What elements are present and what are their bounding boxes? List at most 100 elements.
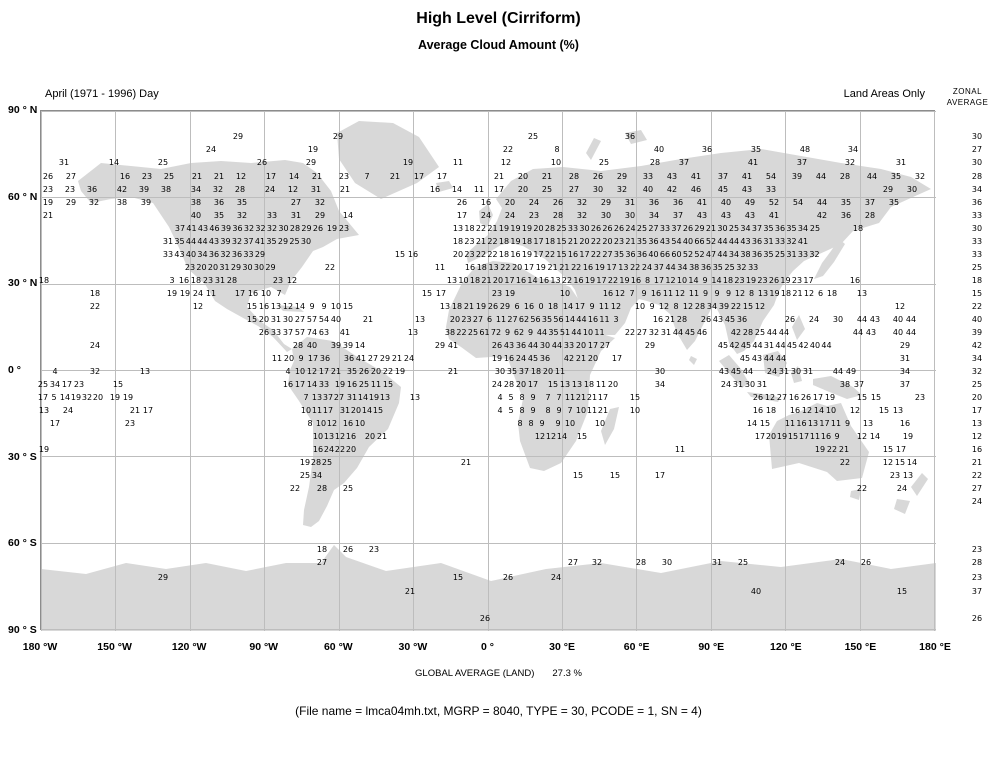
lon-axis-label: 30 °W bbox=[398, 641, 428, 653]
landmass-new-guinea bbox=[813, 376, 862, 399]
grid-line bbox=[41, 197, 936, 199]
global-average-value: 27.3 % bbox=[552, 668, 582, 679]
zonal-average-value: 39 bbox=[971, 328, 983, 337]
zonal-header-line1: ZONAL bbox=[952, 87, 983, 96]
region-label: Land Areas Only bbox=[843, 88, 925, 100]
global-average-label: GLOBAL AVERAGE (LAND) bbox=[415, 668, 535, 679]
zonal-average-value: 23 bbox=[971, 573, 983, 582]
grid-line bbox=[41, 283, 936, 285]
landmass-svalbard bbox=[625, 130, 647, 144]
zonal-average-value: 18 bbox=[971, 276, 983, 285]
lon-axis-label: 0 ° bbox=[481, 641, 494, 653]
landmass-greenland bbox=[337, 121, 439, 199]
lat-axis-label: 60 ° S bbox=[8, 537, 37, 550]
lat-axis-label: 30 ° N bbox=[8, 277, 38, 290]
world-map bbox=[41, 121, 936, 631]
grid-line bbox=[561, 111, 563, 631]
zonal-average-value: 17 bbox=[971, 406, 983, 415]
landmass-north-america bbox=[78, 160, 359, 352]
landmass-tasmania bbox=[850, 489, 861, 500]
landmass-iceland bbox=[436, 181, 453, 192]
zonal-header-line2: AVERAGE bbox=[946, 98, 989, 107]
grid-line bbox=[41, 111, 936, 112]
grid-line bbox=[41, 542, 936, 544]
zonal-average-value: 22 bbox=[971, 302, 983, 311]
grid-line bbox=[413, 111, 415, 631]
lon-axis-label: 90 °E bbox=[698, 641, 725, 653]
zonal-average-value: 30 bbox=[971, 132, 983, 141]
zonal-average-value: 30 bbox=[971, 224, 983, 233]
grid-line bbox=[859, 111, 861, 631]
zonal-average-header: ZONAL AVERAGE bbox=[938, 86, 997, 108]
map-chart-area bbox=[40, 110, 936, 631]
zonal-average-value: 13 bbox=[971, 419, 983, 428]
landmass-sumatra bbox=[719, 355, 749, 388]
grid-line bbox=[636, 111, 638, 631]
landmass-australia bbox=[769, 403, 869, 481]
zonal-average-value: 40 bbox=[971, 315, 983, 324]
zonal-average-value: 16 bbox=[971, 445, 983, 454]
page-title: High Level (Cirriform) bbox=[416, 10, 581, 27]
landmass-philippines bbox=[792, 315, 805, 340]
zonal-average-value: 28 bbox=[971, 172, 983, 181]
lon-axis-label: 120 °E bbox=[770, 641, 802, 653]
zonal-average-value: 34 bbox=[971, 185, 983, 194]
lon-axis-label: 30 °E bbox=[549, 641, 575, 653]
grid-line bbox=[785, 111, 787, 631]
zonal-average-value: 34 bbox=[971, 354, 983, 363]
grid-line bbox=[338, 111, 340, 631]
grid-line bbox=[710, 111, 712, 631]
lat-axis-label: 30 ° S bbox=[8, 450, 37, 463]
landmass-sulawesi bbox=[791, 366, 802, 383]
lon-axis-label: 180 °W bbox=[22, 641, 58, 653]
zonal-average-value: 42 bbox=[971, 341, 983, 350]
landmass-madagascar bbox=[601, 407, 619, 445]
lon-axis-label: 120 °W bbox=[171, 641, 207, 653]
zonal-average-value: 27 bbox=[971, 145, 983, 154]
zonal-average-value: 36 bbox=[971, 198, 983, 207]
zonal-average-value: 25 bbox=[971, 263, 983, 272]
zonal-average-value: 26 bbox=[971, 614, 983, 623]
page-subtitle: Average Cloud Amount (%) bbox=[418, 38, 579, 52]
lon-axis-label: 150 °E bbox=[844, 641, 877, 653]
zonal-average-value: 15 bbox=[971, 289, 983, 298]
lon-axis-label: 180 °E bbox=[919, 641, 951, 653]
landmass-uk bbox=[479, 204, 493, 227]
grid-line bbox=[41, 111, 42, 631]
grid-line bbox=[41, 629, 936, 630]
landmass-eurasia bbox=[466, 149, 931, 354]
landmass-japan bbox=[814, 239, 845, 279]
lon-axis-label: 150 °W bbox=[97, 641, 132, 653]
landmass-novaya-zemlya bbox=[586, 138, 601, 160]
global-average-line: GLOBAL AVERAGE (LAND) 27.3 % bbox=[0, 668, 997, 679]
period-label: April (1971 - 1996) Day bbox=[45, 88, 159, 100]
grid-line bbox=[41, 370, 936, 371]
zonal-average-value: 33 bbox=[971, 250, 983, 259]
zonal-average-value: 32 bbox=[971, 367, 983, 376]
landmass-sri-lanka bbox=[689, 356, 697, 365]
lat-axis-label: 60 ° N bbox=[8, 190, 38, 203]
lon-axis-label: 60 °E bbox=[623, 641, 650, 653]
zonal-average-value: 25 bbox=[971, 380, 983, 389]
zonal-average-value: 12 bbox=[971, 432, 983, 441]
landmass-borneo bbox=[763, 351, 787, 377]
lon-axis-label: 60 °W bbox=[323, 641, 353, 653]
zonal-average-value: 33 bbox=[971, 211, 983, 220]
grid-line bbox=[264, 111, 266, 631]
landmass-south-america bbox=[288, 337, 401, 527]
zonal-average-value: 33 bbox=[971, 237, 983, 246]
file-info-line: (File name = lmca04mh.txt, MGRP = 8040, … bbox=[295, 704, 702, 718]
zonal-average-value: 28 bbox=[971, 558, 983, 567]
lat-axis-label: 90 ° N bbox=[8, 104, 38, 116]
landmass-cuba bbox=[278, 305, 304, 312]
grid-line bbox=[934, 111, 935, 631]
landmass-new-zealand-north bbox=[911, 473, 928, 496]
zonal-average-value: 20 bbox=[971, 393, 983, 402]
grid-line bbox=[189, 111, 191, 631]
landmass-java bbox=[747, 392, 780, 402]
zonal-average-value: 30 bbox=[971, 158, 983, 167]
landmass-antarctica bbox=[41, 545, 936, 631]
zonal-average-value: 21 bbox=[971, 458, 983, 467]
lat-axis-label: 90 ° S bbox=[8, 624, 37, 636]
